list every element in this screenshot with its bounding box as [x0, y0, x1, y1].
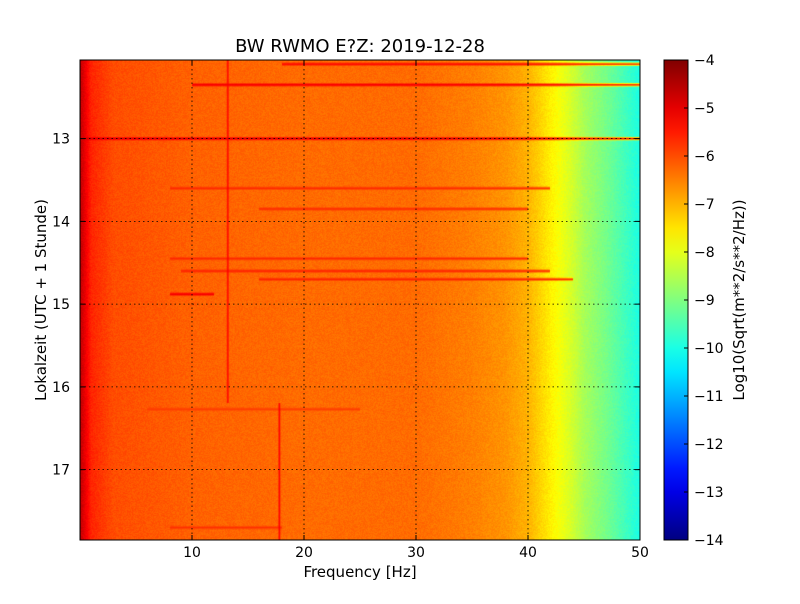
- colorbar-tick-label: −5: [694, 101, 715, 117]
- x-tick-label: 40: [519, 545, 537, 561]
- y-tick-label: 15: [52, 297, 70, 313]
- x-tick-label: 50: [631, 545, 649, 561]
- colorbar-tick-label: −7: [694, 197, 715, 213]
- colorbar-tick-label: −4: [694, 53, 715, 69]
- y-axis-ticks: 13 14 15 16 17: [52, 132, 640, 479]
- y-tick-label: 13: [52, 132, 70, 148]
- x-tick-label: 30: [407, 545, 425, 561]
- spectrogram-canvas: [80, 60, 640, 540]
- colorbar-tick-label: −13: [694, 485, 724, 501]
- y-tick-label: 16: [52, 380, 70, 396]
- x-tick-label: 20: [295, 545, 313, 561]
- grid-lines: [80, 60, 640, 540]
- colorbar-tick-label: −6: [694, 149, 715, 165]
- colorbar-tick-label: −11: [694, 389, 724, 405]
- colorbar-ticks: −4 −5 −6 −7 −8 −9 −10 −11 −12 −13 −14: [684, 53, 724, 549]
- chart-title: BW RWMO E?Z: 2019-12-28: [235, 36, 485, 57]
- colorbar-tick-label: −12: [694, 437, 724, 453]
- spectrogram-plot-area: [80, 60, 640, 540]
- y-axis-label: Lokalzeit (UTC + 1 Stunde): [32, 199, 50, 401]
- x-axis-ticks: 10 20 30 40 50: [183, 60, 649, 561]
- y-tick-label: 17: [52, 463, 70, 479]
- x-tick-label: 10: [183, 545, 201, 561]
- colorbar-tick-label: −10: [694, 341, 724, 357]
- y-tick-label: 14: [52, 214, 70, 230]
- colorbar-tick-label: −14: [694, 533, 724, 549]
- colorbar-tick-label: −8: [694, 245, 715, 261]
- colorbar-label: Log10(Sqrt(m**2/s**2/Hz)): [730, 199, 748, 400]
- plot-frame: [79, 59, 641, 541]
- colorbar-tick-label: −9: [694, 293, 715, 309]
- x-axis-label: Frequency [Hz]: [303, 563, 416, 581]
